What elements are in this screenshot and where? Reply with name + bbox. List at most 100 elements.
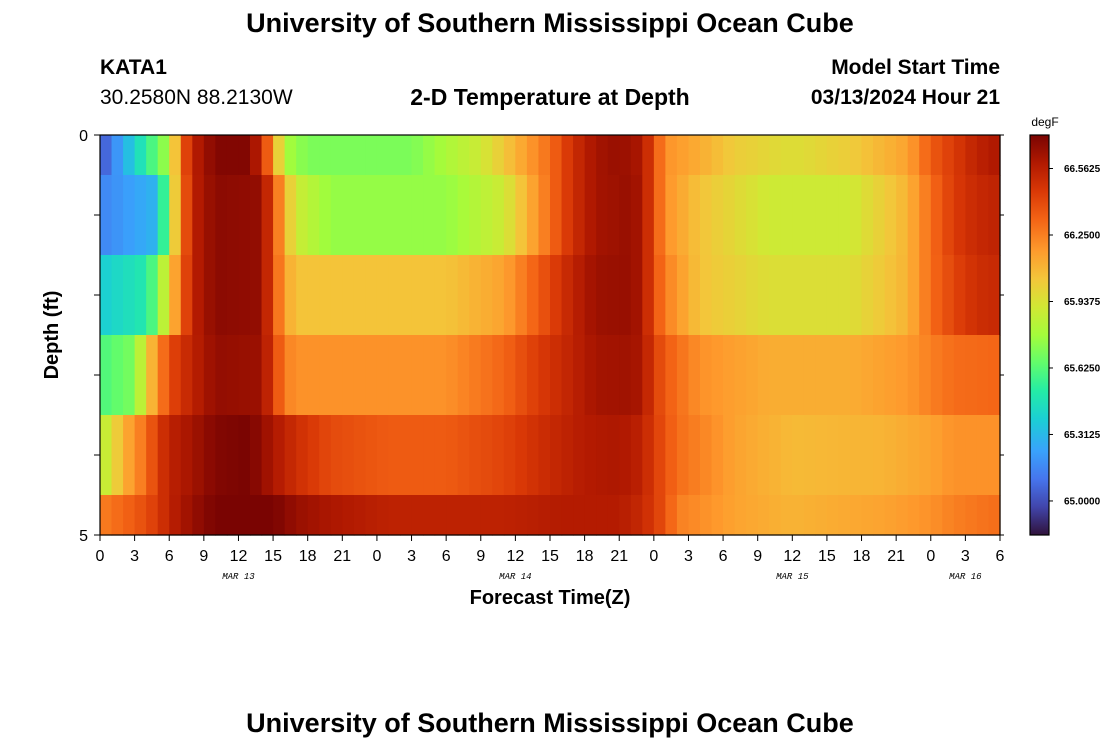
heatmap-cell	[723, 495, 736, 536]
heatmap-cell	[353, 135, 366, 176]
x-tick-label: 9	[199, 548, 208, 565]
colorbar-tick-label: 65.0000	[1064, 496, 1100, 507]
heatmap-cell	[930, 135, 943, 176]
heatmap-cell	[480, 415, 493, 496]
x-tick-label: 15	[541, 548, 559, 565]
x-tick-label: 15	[818, 548, 836, 565]
heatmap-cell	[111, 255, 124, 336]
heatmap-cell	[250, 495, 263, 536]
heatmap-cell	[873, 135, 886, 176]
heatmap-cell	[711, 335, 724, 416]
heatmap-cell	[838, 335, 851, 416]
heatmap-cell	[792, 175, 805, 256]
heatmap-cell	[100, 175, 113, 256]
x-tick-label: 0	[649, 548, 658, 565]
heatmap-cell	[907, 255, 920, 336]
heatmap-cell	[942, 495, 955, 536]
heatmap-cell	[803, 135, 816, 176]
heatmap-cell	[850, 135, 863, 176]
heatmap-cell	[734, 175, 747, 256]
heatmap-cell	[861, 255, 874, 336]
heatmap-cell	[169, 135, 182, 176]
heatmap-cell	[700, 175, 713, 256]
heatmap-cell	[111, 175, 124, 256]
heatmap-cell	[273, 335, 286, 416]
heatmap-cell	[538, 255, 551, 336]
heatmap-cell	[573, 255, 586, 336]
heatmap-cell	[688, 495, 701, 536]
heatmap-cell	[284, 135, 297, 176]
heatmap-cell	[826, 135, 840, 176]
heatmap-cell	[319, 255, 332, 336]
heatmap-cell	[296, 335, 309, 416]
heatmap-cell	[653, 255, 666, 336]
heatmap-cell	[769, 255, 782, 336]
heatmap-cell	[157, 255, 170, 336]
heatmap-cell	[665, 415, 678, 496]
heatmap-cell	[446, 175, 459, 256]
heatmap-cell	[700, 135, 713, 176]
heatmap-cell	[538, 495, 551, 536]
heatmap-cell	[711, 175, 724, 256]
heatmap-cell	[746, 175, 759, 256]
heatmap-cell	[838, 175, 851, 256]
heatmap-cell	[169, 255, 182, 336]
heatmap-cell	[146, 415, 159, 496]
heatmap-cell	[803, 255, 816, 336]
heatmap-cell	[723, 335, 736, 416]
heatmap-cell	[457, 255, 470, 336]
heatmap-cell	[330, 135, 343, 176]
heatmap-cell	[792, 335, 805, 416]
heatmap-cell	[976, 495, 990, 536]
heatmap-cell	[711, 415, 724, 496]
heatmap-cell	[434, 415, 447, 496]
heatmap-cell	[169, 495, 182, 536]
heatmap-cell	[965, 415, 978, 496]
heatmap-cell	[215, 415, 228, 496]
heatmap-cell	[988, 335, 1001, 416]
heatmap-cell	[942, 415, 955, 496]
x-tick-label: 12	[506, 548, 524, 565]
heatmap-cell	[584, 335, 597, 416]
heatmap-cell	[619, 255, 632, 336]
heatmap-cell	[226, 255, 240, 336]
heatmap-cell	[550, 495, 563, 536]
heatmap-cell	[226, 495, 240, 536]
heatmap-cell	[942, 175, 955, 256]
heatmap-cell	[319, 415, 332, 496]
heatmap-cell	[630, 495, 643, 536]
heatmap-cell	[803, 415, 816, 496]
heatmap-cell	[238, 175, 251, 256]
heatmap-cell	[226, 135, 240, 176]
heatmap-cell	[930, 495, 943, 536]
heatmap-cell	[630, 415, 643, 496]
heatmap-cell	[457, 175, 470, 256]
heatmap-cell	[538, 135, 551, 176]
heatmap-cell	[930, 415, 943, 496]
heatmap-cell	[676, 135, 690, 176]
heatmap-cell	[411, 255, 424, 336]
heatmap-cell	[434, 175, 447, 256]
heatmap-cell	[250, 135, 263, 176]
heatmap-cell	[965, 335, 978, 416]
heatmap-cell	[976, 175, 990, 256]
heatmap-cell	[434, 255, 447, 336]
heatmap-cell	[388, 175, 401, 256]
heatmap-cell	[446, 415, 459, 496]
x-tick-label: 9	[753, 548, 762, 565]
heatmap-cell	[123, 255, 136, 336]
heatmap-cell	[411, 415, 424, 496]
x-tick-label: 21	[333, 548, 351, 565]
x-tick-label: 9	[476, 548, 485, 565]
heatmap-cell	[676, 415, 690, 496]
heatmap-cell	[365, 495, 378, 536]
x-tick-label: 12	[783, 548, 801, 565]
heatmap-cell	[446, 335, 459, 416]
heatmap-cell	[723, 175, 736, 256]
heatmap-cell	[388, 135, 401, 176]
heatmap-cell	[215, 135, 228, 176]
date-label: MAR 13	[222, 572, 255, 582]
heatmap-cell	[296, 495, 309, 536]
x-tick-label: 12	[230, 548, 248, 565]
model-start-label: Model Start Time	[831, 56, 1000, 79]
